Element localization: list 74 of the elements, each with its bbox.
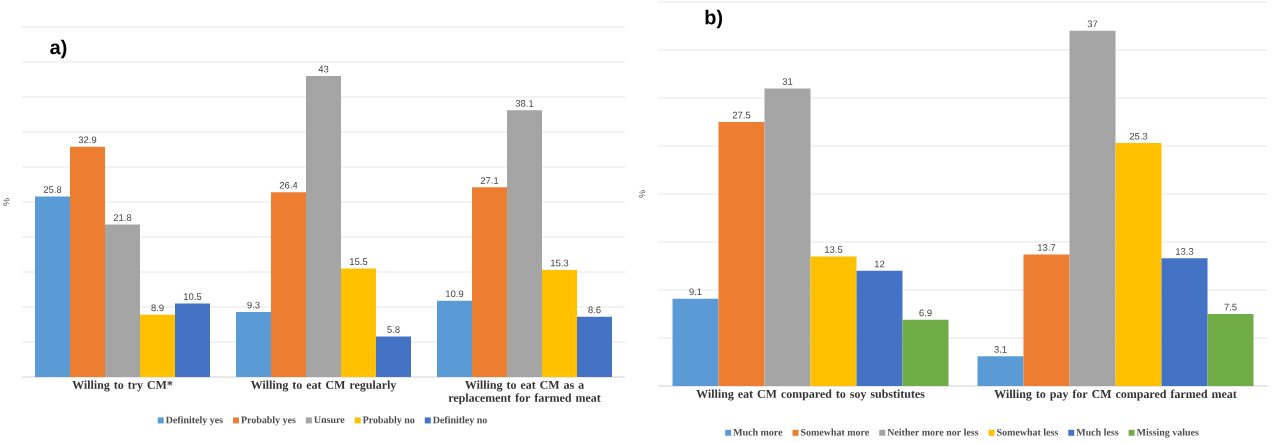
bar [718,122,765,386]
legend-label: Definitely yes [165,416,223,426]
bar [175,303,210,377]
y-axis-title: % [639,190,646,198]
y-axis-title: % [3,198,10,206]
bar [977,356,1024,386]
data-label: 27.1 [480,177,499,184]
data-label: 3.1 [994,346,1007,353]
bar [271,192,306,377]
x-tick-label: Willing eat CM compared to soy substitutes [696,389,925,401]
x-tick-label: Willing to eat CM regularly [250,380,397,392]
data-label: 7.5 [1224,303,1237,311]
chart-title: b) [705,9,723,29]
bar [577,316,613,377]
bar [472,187,507,377]
legend-label: Much more [733,428,783,436]
data-label: 21.8 [113,214,132,221]
data-label: 8.6 [588,306,601,314]
data-label: 15.5 [350,258,368,265]
data-label: 38.1 [515,100,534,107]
data-label: 43 [318,65,329,73]
legend-label: Neither more nor less [887,428,979,436]
data-label: 25.8 [43,186,62,193]
legend-label: Somewhat less [997,428,1059,436]
bar [70,146,105,377]
data-label: 10.5 [184,293,202,300]
data-label: 32.9 [78,136,97,144]
legend-label: Unsure [314,416,345,424]
data-label: 31 [782,78,793,85]
x-tick-label: Willing to try CM* [72,380,173,392]
data-label: 27.5 [732,111,751,119]
data-label: 10.9 [446,290,464,298]
bar [1069,30,1116,386]
data-label: 8.9 [151,304,164,312]
bar [507,110,542,377]
legend-label: Probably no [362,416,415,426]
data-label: 5.8 [387,326,400,333]
bar [902,319,949,386]
data-label: 13.3 [1176,248,1194,255]
x-tick-label: Willing to eat CM as a replacement for farmed meat [448,380,601,405]
bar [1207,314,1254,386]
data-label: 13.7 [1038,244,1056,251]
bar [672,298,719,386]
bar [341,268,376,377]
legend-label: Definitley no [432,416,487,426]
data-label: 15.3 [551,259,569,267]
data-label: 13.5 [825,246,843,253]
bar [856,270,903,386]
bar [376,336,411,377]
bar [1161,258,1208,386]
bar [35,196,70,377]
bar [1023,254,1070,386]
bar [236,311,271,377]
bar [810,256,857,386]
bar [306,76,341,377]
data-label: 12 [874,260,885,268]
data-label: 26.4 [279,181,298,189]
legend-label: Probably yes [241,416,296,426]
data-label: 9.3 [247,301,260,309]
legend-label: Somewhat more [801,428,869,436]
bar [764,88,811,386]
legend-label: Missing values [1136,428,1199,438]
legend-label: Much less [1076,428,1119,436]
bar [140,314,175,377]
bar [105,224,140,377]
data-label: 6.9 [919,309,932,317]
bar [1115,143,1162,386]
data-label: 25.3 [1129,132,1148,140]
data-label: 9.1 [689,288,702,296]
bar [437,300,472,377]
data-label: 37 [1087,20,1098,28]
bar [542,269,577,377]
text: a) [50,39,67,59]
x-tick-label: Willing to pay for CM compared farmed meat [994,389,1237,401]
